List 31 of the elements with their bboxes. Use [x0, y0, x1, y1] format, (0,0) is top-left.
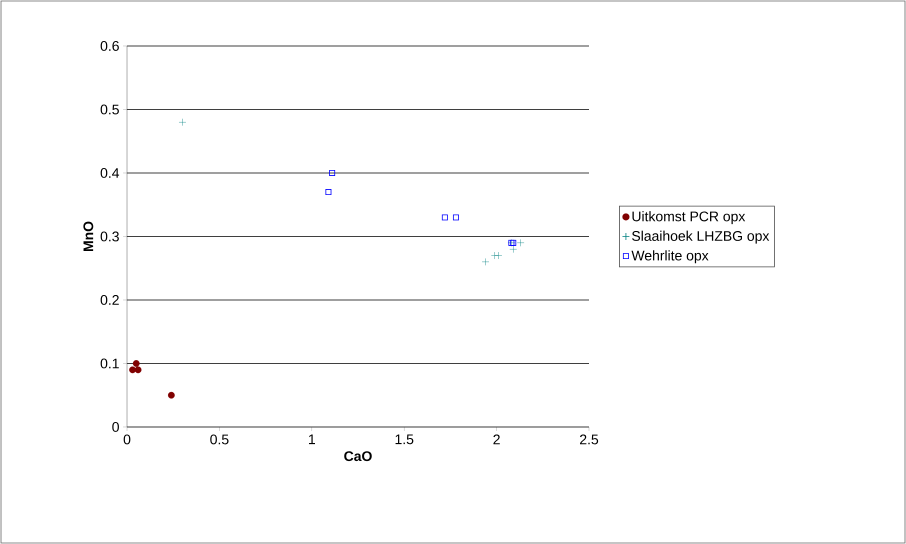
x-tick-label: 1.5 — [396, 434, 414, 444]
y-tick-label: 0 — [112, 422, 119, 432]
point — [329, 170, 336, 176]
point — [516, 239, 524, 247]
legend-label: Uitkomst PCR opx — [632, 211, 746, 224]
point — [452, 214, 459, 220]
point — [510, 240, 516, 246]
legend-label: Slaaihoek LHZBG opx — [632, 230, 770, 244]
legend-label: Wehrlite opx — [631, 250, 708, 264]
y-axis-title: MnO — [83, 222, 94, 252]
x-tick-label: 1 — [308, 434, 316, 444]
point — [510, 246, 517, 253]
x-tick-label: 0 — [124, 434, 130, 444]
point — [442, 214, 448, 220]
x-axis-title: CaO — [344, 451, 372, 462]
point — [482, 258, 490, 266]
point — [494, 252, 502, 260]
x-tick-label: 2.5 — [580, 434, 598, 444]
y-tick-label: 0.6 — [100, 41, 119, 51]
x-tick-label: 2 — [493, 434, 500, 444]
point — [325, 189, 332, 196]
y-tick-label: 0.4 — [100, 168, 120, 178]
y-tick-label: 0.1 — [100, 358, 119, 368]
x-tick-label: 0.5 — [210, 434, 229, 444]
point — [132, 360, 140, 367]
y-tick-label: 0.3 — [100, 232, 119, 242]
point — [168, 392, 175, 399]
point — [134, 366, 142, 374]
y-tick-label: 0.2 — [100, 295, 119, 305]
y-tick-label: 0.5 — [100, 104, 119, 114]
point — [178, 118, 186, 126]
